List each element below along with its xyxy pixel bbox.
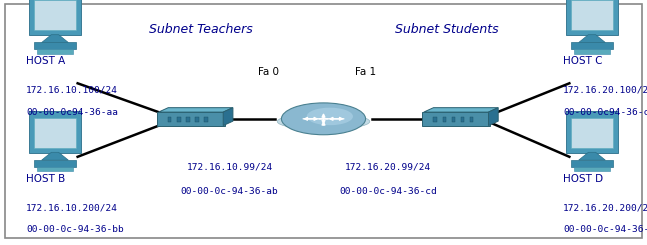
Text: HOST A: HOST A [26, 56, 65, 66]
FancyBboxPatch shape [452, 117, 455, 122]
FancyBboxPatch shape [34, 160, 76, 167]
FancyBboxPatch shape [177, 117, 181, 122]
Polygon shape [488, 108, 498, 125]
FancyBboxPatch shape [38, 49, 72, 54]
Polygon shape [424, 108, 498, 112]
FancyBboxPatch shape [34, 0, 76, 30]
Circle shape [281, 103, 366, 135]
Text: 00-00-0c-94-36-cd: 00-00-0c-94-36-cd [339, 187, 437, 196]
FancyBboxPatch shape [575, 49, 609, 54]
Text: 172.16.10.200/24: 172.16.10.200/24 [26, 203, 118, 212]
Polygon shape [578, 35, 606, 43]
Text: HOST C: HOST C [563, 56, 602, 66]
Polygon shape [159, 108, 233, 112]
FancyBboxPatch shape [571, 160, 613, 167]
Text: 00-00-0c94-36-aa: 00-00-0c94-36-aa [26, 108, 118, 117]
Polygon shape [41, 152, 69, 160]
FancyBboxPatch shape [567, 0, 617, 35]
Text: HOST D: HOST D [563, 174, 603, 184]
Ellipse shape [278, 113, 370, 130]
Text: 00-00-0c94-36-cc: 00-00-0c94-36-cc [563, 108, 647, 117]
FancyBboxPatch shape [470, 117, 473, 122]
FancyBboxPatch shape [443, 117, 446, 122]
FancyBboxPatch shape [461, 117, 464, 122]
FancyBboxPatch shape [30, 111, 80, 153]
FancyBboxPatch shape [204, 117, 208, 122]
Text: 172.16.10.99/24: 172.16.10.99/24 [186, 163, 273, 172]
Polygon shape [223, 108, 233, 125]
Text: Fa 0: Fa 0 [258, 67, 279, 77]
Text: Fa 1: Fa 1 [355, 67, 376, 77]
FancyBboxPatch shape [186, 117, 190, 122]
FancyBboxPatch shape [575, 167, 609, 171]
Text: Subnet Students: Subnet Students [395, 23, 498, 36]
FancyBboxPatch shape [168, 117, 171, 122]
Text: Subnet Teachers: Subnet Teachers [149, 23, 252, 36]
FancyBboxPatch shape [157, 112, 225, 126]
Text: 172.16.20.200/24: 172.16.20.200/24 [563, 203, 647, 212]
Polygon shape [578, 152, 606, 160]
FancyBboxPatch shape [30, 0, 80, 35]
FancyBboxPatch shape [571, 118, 613, 148]
Text: 172.16.20.100/24: 172.16.20.100/24 [563, 86, 647, 95]
FancyBboxPatch shape [571, 0, 613, 30]
Text: 172.16.20.99/24: 172.16.20.99/24 [345, 163, 432, 172]
FancyBboxPatch shape [422, 112, 490, 126]
Text: 00-00-0c-94-36-dd: 00-00-0c-94-36-dd [563, 225, 647, 234]
Text: 00-00-0c-94-36-ab: 00-00-0c-94-36-ab [181, 187, 279, 196]
FancyBboxPatch shape [38, 167, 72, 171]
FancyBboxPatch shape [195, 117, 199, 122]
Text: 00-00-0c-94-36-bb: 00-00-0c-94-36-bb [26, 225, 124, 234]
Text: 172.16.10.100/24: 172.16.10.100/24 [26, 86, 118, 95]
FancyBboxPatch shape [34, 118, 76, 148]
Circle shape [307, 108, 353, 125]
FancyBboxPatch shape [571, 42, 613, 49]
FancyBboxPatch shape [567, 111, 617, 153]
Polygon shape [41, 35, 69, 43]
FancyBboxPatch shape [433, 117, 437, 122]
Text: HOST B: HOST B [26, 174, 65, 184]
FancyBboxPatch shape [34, 42, 76, 49]
